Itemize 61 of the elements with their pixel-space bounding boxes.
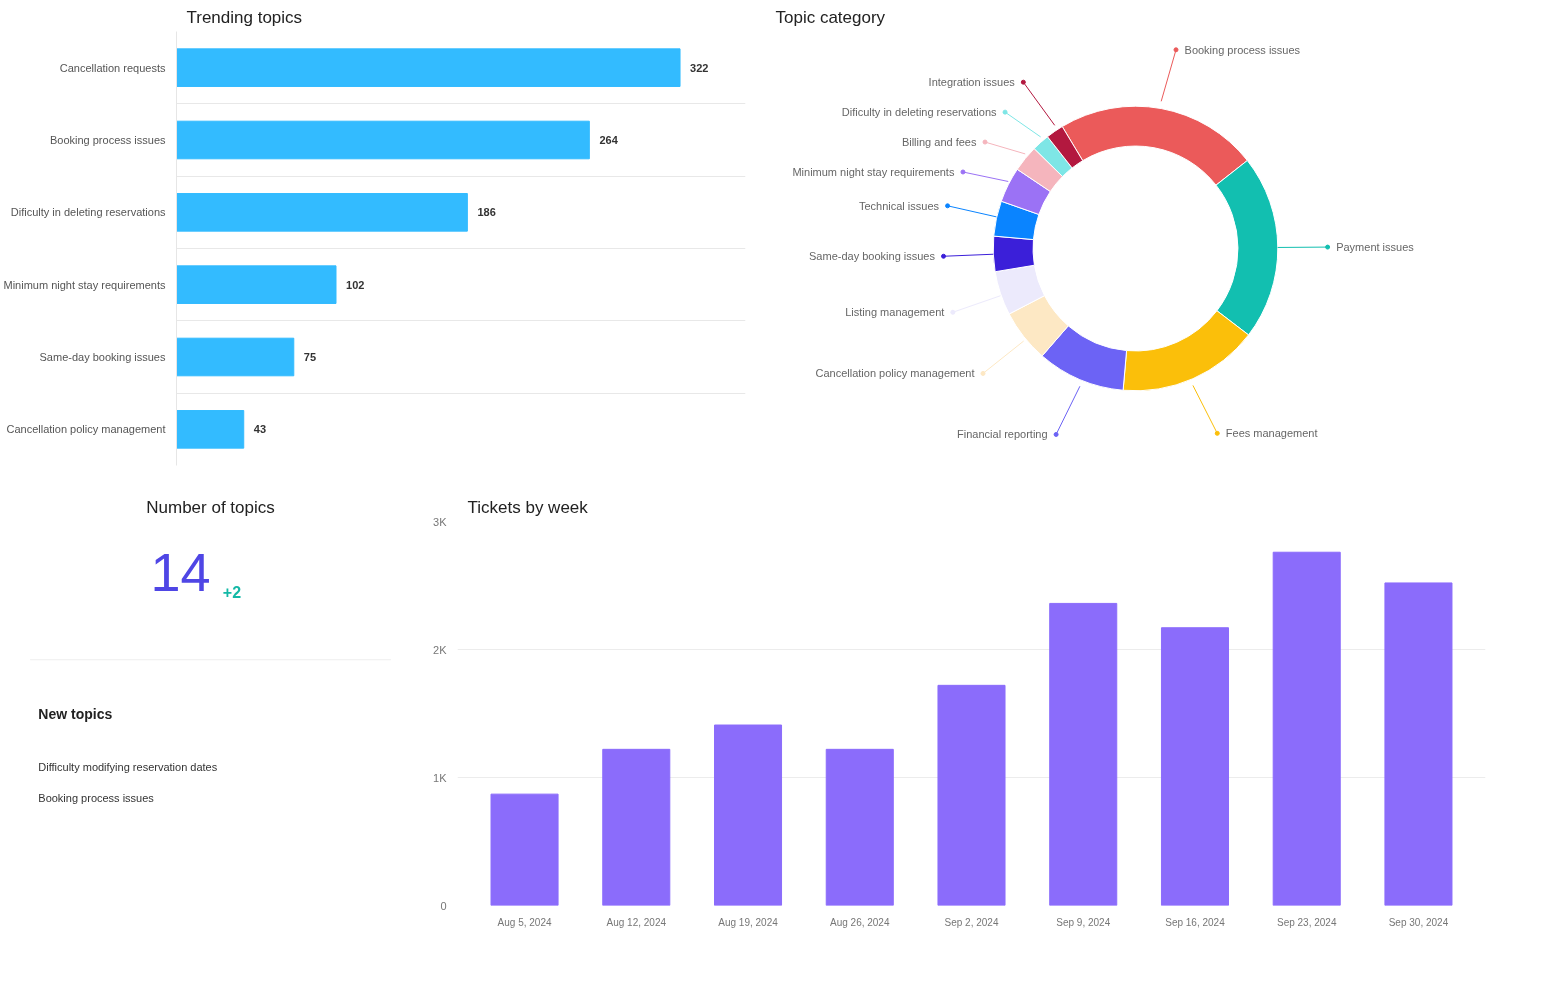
slice-label: Fees management (1225, 427, 1318, 440)
bar (176, 120, 590, 160)
bar (176, 337, 295, 377)
data-label: 102 (346, 278, 365, 291)
data-label: 186 (477, 206, 496, 219)
text: 14 (150, 541, 211, 602)
bar (937, 684, 1006, 906)
legend-label: Financial reporting (957, 428, 1048, 441)
x-tick-label: Aug 26, 2024 (830, 916, 890, 928)
legend-label: Integration issues (928, 76, 1016, 89)
bar (490, 793, 559, 906)
legend-label: Same-day booking issues (809, 250, 936, 263)
text: New topics (38, 705, 113, 722)
y-tick-label: 0 (440, 899, 447, 912)
slice-label: Payment issues (1336, 241, 1415, 254)
chart-title: Trending topics (186, 7, 303, 27)
legend-label: Listing management (845, 306, 945, 319)
legend-label: Cancellation policy management (815, 367, 975, 380)
text: Booking process issues (38, 791, 155, 804)
slice-label: Booking process issues (1184, 43, 1301, 56)
x-tick-label: Sep 16, 2024 (1165, 916, 1226, 928)
x-tick-label: Sep 23, 2024 (1276, 916, 1337, 928)
legend-label: Billing and fees (901, 136, 977, 149)
x-tick-label: Sep 2, 2024 (944, 916, 999, 928)
text: +2 (222, 584, 242, 602)
bar (1272, 551, 1341, 906)
bar (1049, 602, 1118, 906)
legend-label: Dificulty in deleting reservations (841, 106, 998, 119)
legend-label: Minimum night stay requirements (792, 165, 955, 178)
bar (714, 724, 783, 906)
y-tick-label: Cancellation policy management (6, 423, 166, 436)
bar (1384, 582, 1453, 906)
y-tick-label: 2K (433, 643, 448, 656)
legend-label: Technical issues (858, 199, 940, 212)
x-tick-label: Sep 30, 2024 (1388, 916, 1449, 928)
x-tick-label: Aug 5, 2024 (497, 916, 552, 928)
data-label: 75 (303, 351, 317, 363)
y-tick-label: Minimum night stay requirements (3, 278, 166, 291)
bar (176, 48, 681, 87)
chart-title: Topic category (775, 7, 886, 27)
bar (176, 193, 468, 232)
bar (602, 748, 671, 906)
bar (825, 748, 894, 906)
bar (1160, 627, 1229, 906)
data-label: 322 (690, 61, 709, 74)
x-tick-label: Sep 9, 2024 (1056, 916, 1111, 928)
y-tick-label: Booking process issues (49, 134, 166, 146)
chart-title: Tickets by week (467, 497, 589, 517)
y-tick-label: Dificulty in deleting reservations (10, 206, 166, 219)
text: Difficulty modifying reservation dates (38, 761, 218, 774)
text: Number of topics (146, 497, 275, 517)
bar (176, 410, 245, 449)
x-tick-label: Aug 12, 2024 (606, 916, 667, 928)
x-tick-label: Aug 19, 2024 (718, 916, 779, 928)
y-tick-label: 1K (433, 771, 448, 784)
y-tick-label: Cancellation requests (59, 61, 166, 74)
bar (176, 265, 337, 304)
data-label: 43 (253, 423, 267, 436)
y-tick-label: 3K (433, 515, 448, 528)
data-label: 264 (599, 134, 619, 146)
y-tick-label: Same-day booking issues (39, 351, 166, 363)
